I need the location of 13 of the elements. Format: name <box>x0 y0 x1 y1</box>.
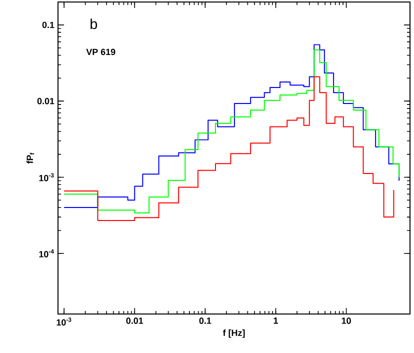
annotation: VP 619 <box>86 48 116 56</box>
y-tick-label: 10$^{-3}$ <box>39 173 54 182</box>
x-tick-label: 10$^{-3}$ <box>56 318 72 326</box>
y-axis-title: fP$_{f}$ <box>26 152 34 164</box>
y-tick-label: 10$^{-4}$ <box>39 249 54 258</box>
x-tick-label: 0.01 <box>126 318 144 324</box>
annotation: b <box>90 18 98 30</box>
x-tick-label: 1 <box>274 318 278 324</box>
x-tick-label: 0.1 <box>199 318 212 324</box>
x-tick-label: 10 <box>342 318 351 324</box>
y-tick-label: 0.1 <box>42 22 54 28</box>
x-axis-title: f [Hz] <box>222 329 245 338</box>
y-tick-label: 0.01 <box>37 98 54 104</box>
